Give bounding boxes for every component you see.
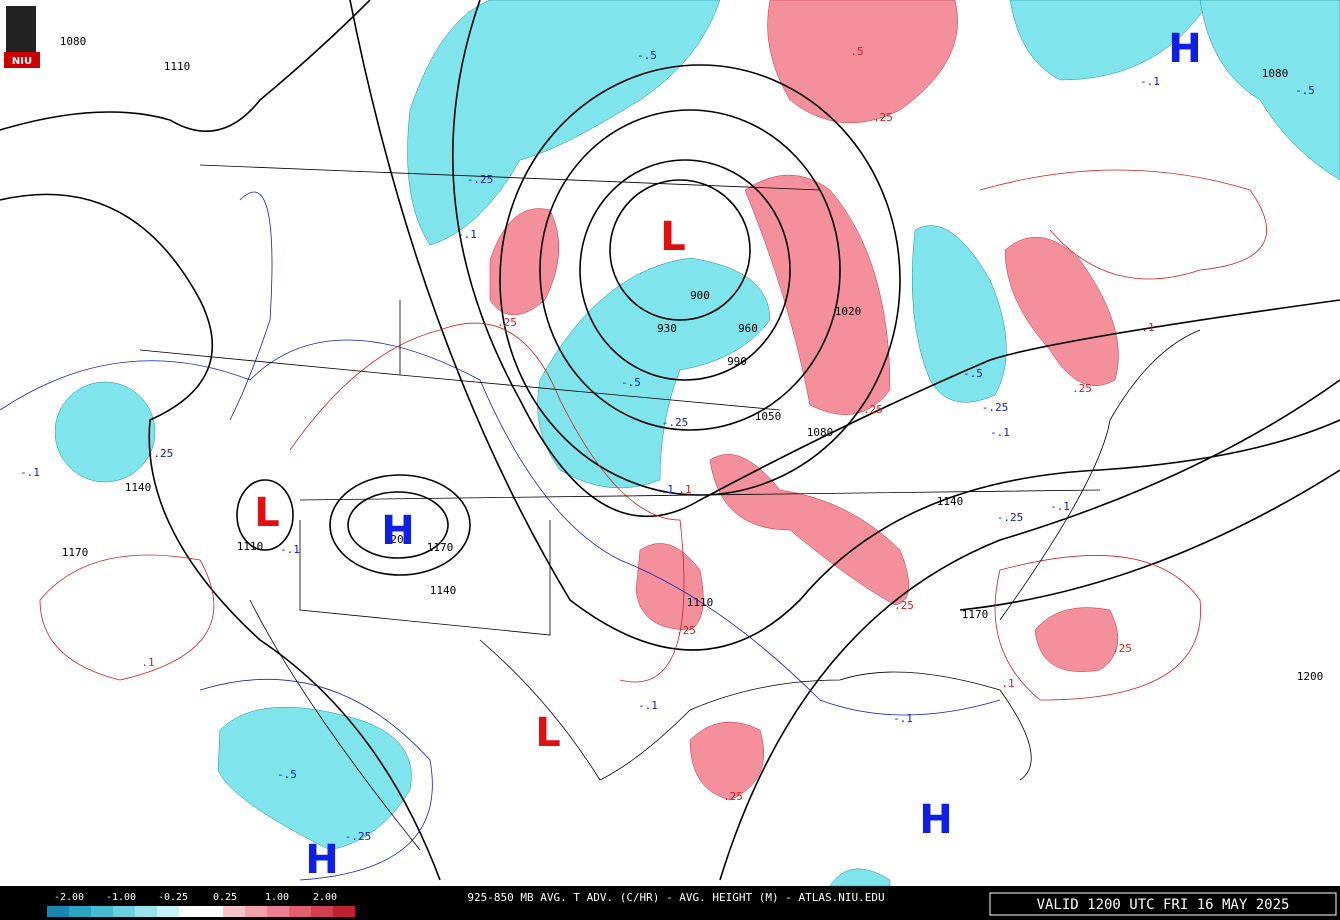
contour-label: -.5 [637,49,657,62]
contour-label: .1 [1141,321,1154,334]
legend-swatch [267,906,289,917]
contour-label: 990 [727,355,747,368]
contour-label: -.25 [662,416,689,429]
footer-title: 925-850 MB AVG. T ADV. (C/HR) - AVG. HEI… [467,891,884,904]
contour-label: 1050 [755,410,782,423]
contour-label: .25 [723,790,743,803]
logo-banner [4,52,40,68]
pressure-center: H [305,837,338,883]
contour-label: 1110 [164,60,191,73]
contour-label: -.5 [963,367,983,380]
contour-label: .1 [678,483,691,496]
legend-swatch [201,906,223,917]
contour-label: -.1 [893,712,913,725]
geography [139,164,1201,851]
pressure-center: L [254,490,280,536]
contour-label: 1080 [1262,67,1289,80]
legend-swatch [245,906,267,917]
contour-label: -.1 [20,466,40,479]
contour-label: .25 [873,111,893,124]
legend-swatch [47,906,69,917]
legend-swatch [157,906,179,917]
contour-label: -.25 [997,511,1024,524]
contour-label: 1080 [807,426,834,439]
contour-label: 1080 [60,35,87,48]
contour-label: 930 [657,322,677,335]
logo-building [6,6,36,52]
legend-label: -0.25 [158,892,188,903]
cold-shading [54,0,1340,887]
contour-label: .25 [1112,642,1132,655]
legend-swatch [113,906,135,917]
pressure-center: L [660,214,686,260]
contour-label: 1200 [384,533,411,546]
contour-label: -.25 [147,447,174,460]
contour-label: -.1 [990,426,1010,439]
contour-label: 1140 [937,495,964,508]
contour-label: .25 [863,403,883,416]
contour-label: -.25 [467,173,494,186]
legend-swatch [223,906,245,917]
legend: -2.00 -1.00 -0.25 0.25 1.00 2.00 [47,892,355,917]
contour-label: -.1 [280,543,300,556]
contour-label: .5 [850,45,863,58]
contour-label: -.1 [1050,500,1070,513]
pressure-center: H [1168,26,1201,72]
legend-label: 0.25 [213,892,237,903]
contour-label: 1200 [1297,670,1324,683]
contour-label: 1110 [237,540,264,553]
legend-swatch [289,906,311,917]
contour-label: -.25 [982,401,1009,414]
valid-box [989,892,1337,916]
contour-label: .25 [497,316,517,329]
contour-label: -.5 [621,376,641,389]
legend-label: -1.00 [106,892,136,903]
contour-labels: 1080 1110 1080 900 930 960 990 1050 1080 1020 1140… [20,26,1323,883]
pressure-center: L [535,710,561,756]
contour-label: .1 [141,656,154,669]
legend-swatch [333,906,355,917]
contour-label: .1 [1001,677,1014,690]
contour-label: 1110 [687,596,714,609]
contour-label: 1140 [430,584,457,597]
contour-label: .25 [676,624,696,637]
contour-label: -.5 [277,768,297,781]
contour-label: -.25 [345,830,372,843]
contour-label: -.1 [457,228,477,241]
legend-label: -2.00 [54,892,84,903]
contour-label: -.1 [654,483,674,496]
contour-label: 1170 [962,608,989,621]
map-background [0,0,1340,886]
valid-time: VALID 1200 UTC FRI 16 MAY 2025 [1037,897,1290,913]
advection-contours [0,169,1267,881]
contour-label: 900 [690,289,710,302]
pressure-center: H [381,508,414,554]
contour-label: 960 [738,322,758,335]
legend-swatch [311,906,333,917]
contour-label: .25 [894,599,914,612]
contour-label: 1020 [835,305,862,318]
legend-swatch [69,906,91,917]
contour-label: -.5 [1295,84,1315,97]
legend-swatch [135,906,157,917]
logo-text: NIU [12,56,32,67]
legend-swatch [179,906,201,917]
contour-label: 1170 [62,546,89,559]
contour-label: 1140 [125,481,152,494]
legend-label: 2.00 [313,892,337,903]
contour-label: 1170 [427,541,454,554]
legend-label: 1.00 [265,892,289,903]
contour-label: .25 [1072,382,1092,395]
contour-label: -.1 [1140,75,1160,88]
legend-swatch [91,906,113,917]
contour-label: -.1 [638,699,658,712]
pressure-center: H [919,797,952,843]
